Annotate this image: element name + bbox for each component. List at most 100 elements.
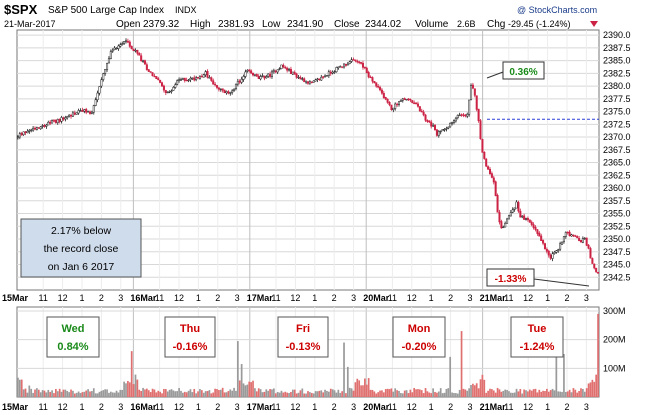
candle-body <box>540 235 543 242</box>
candle-body <box>155 76 158 79</box>
open-value: 2379.32 <box>143 19 180 30</box>
volume-bar <box>424 388 427 397</box>
day-tick-label: 17Mar <box>247 293 274 303</box>
candle-body <box>597 272 600 274</box>
hour-tick-label: 1 <box>312 293 317 303</box>
candle-body <box>183 77 186 81</box>
hour-tick-label: 12 <box>523 402 533 412</box>
candle-body <box>445 128 448 130</box>
volume-bar <box>77 391 80 397</box>
volume-bar <box>329 388 332 397</box>
candle-body <box>327 71 330 76</box>
candle-body <box>418 106 421 112</box>
candle-body <box>123 41 126 44</box>
volume-bar <box>331 389 334 397</box>
candle-body <box>566 231 569 234</box>
candle-body <box>265 76 268 79</box>
candle-body <box>126 40 129 43</box>
hour-tick-label: 1 <box>196 293 201 303</box>
volume-bar <box>521 393 524 397</box>
volume-bar <box>379 390 381 397</box>
volume-bar <box>591 379 594 397</box>
day-tick-label: 20Mar <box>363 293 390 303</box>
hour-tick-label: 11 <box>504 293 513 303</box>
volume-bar <box>269 388 271 397</box>
chg-label: Chg <box>487 19 505 30</box>
volume-bar <box>246 384 249 397</box>
exchange: INDX <box>175 5 197 15</box>
candle-body <box>223 89 226 94</box>
volume-bar <box>297 392 300 397</box>
volume-bar <box>227 391 230 397</box>
volume-bar <box>401 393 404 397</box>
candle-body <box>143 60 146 65</box>
candle-body <box>443 128 446 131</box>
volume-bar <box>362 385 364 397</box>
candle-body <box>64 117 67 120</box>
volume-bar <box>411 392 414 397</box>
volume-bar <box>202 392 205 397</box>
candle-body <box>485 158 488 167</box>
volume-bar <box>540 391 543 397</box>
candle-body <box>570 234 573 237</box>
candle-body <box>195 77 198 81</box>
hour-tick-label: 12 <box>407 402 417 412</box>
volume-bar <box>73 393 76 397</box>
hour-tick-label: 11 <box>388 293 397 303</box>
candle-body <box>140 55 143 62</box>
volume-bar <box>417 389 419 397</box>
candle-body <box>422 111 425 116</box>
candle-body <box>208 77 211 79</box>
record-note-line2: the record close <box>44 243 119 255</box>
day-change-wed: Wed 0.84% <box>46 316 100 358</box>
volume-bar <box>20 379 23 397</box>
price-tick-label: 2350.0 <box>603 234 631 244</box>
candle-body <box>456 114 459 119</box>
volume-bar <box>496 387 499 397</box>
candle-body <box>161 82 164 87</box>
candle-body <box>583 237 586 240</box>
candle-body <box>373 80 376 84</box>
price-tick-label: 2380.0 <box>603 81 631 91</box>
hour-tick-label: 12 <box>58 293 68 303</box>
volume-bar <box>443 392 446 397</box>
volume-tick-label: 200M <box>603 335 626 345</box>
volume-bar <box>125 383 127 397</box>
candle-body <box>200 76 203 78</box>
volume-bar <box>72 390 74 397</box>
volume-bar <box>248 381 251 397</box>
candle-body <box>261 75 264 77</box>
volume-bar <box>494 392 497 397</box>
candle-body <box>257 76 260 79</box>
volume-bar <box>458 389 461 397</box>
hour-tick-label: 1 <box>429 402 434 412</box>
candle-body <box>354 59 357 62</box>
candle-body <box>107 58 110 64</box>
volume-bar <box>102 390 105 397</box>
volume-bar <box>271 389 273 397</box>
candle-body <box>439 130 442 133</box>
volume-bar <box>83 391 86 397</box>
volume-bar <box>119 389 122 397</box>
candle-body <box>437 131 440 136</box>
candle-body <box>272 70 275 73</box>
candle-body <box>424 114 427 121</box>
candle-body <box>178 79 181 81</box>
candle-body <box>507 215 510 220</box>
candle-body <box>394 103 397 109</box>
hour-tick-label: 2 <box>215 293 220 303</box>
volume-bar <box>68 392 70 397</box>
candle-body <box>100 79 103 87</box>
candle-body <box>52 120 55 122</box>
volume-bar <box>350 388 353 397</box>
candle-body <box>236 81 239 85</box>
volume-bar <box>144 389 146 397</box>
day-tick-label: 20Mar <box>363 402 390 412</box>
low-value: 2341.90 <box>287 19 324 30</box>
volume-bar <box>542 390 544 397</box>
candle-body <box>515 201 518 209</box>
hour-tick-label: 2 <box>332 293 337 303</box>
candle-body <box>68 114 71 117</box>
hour-tick-label: 1 <box>79 293 84 303</box>
candle-body <box>487 166 490 170</box>
